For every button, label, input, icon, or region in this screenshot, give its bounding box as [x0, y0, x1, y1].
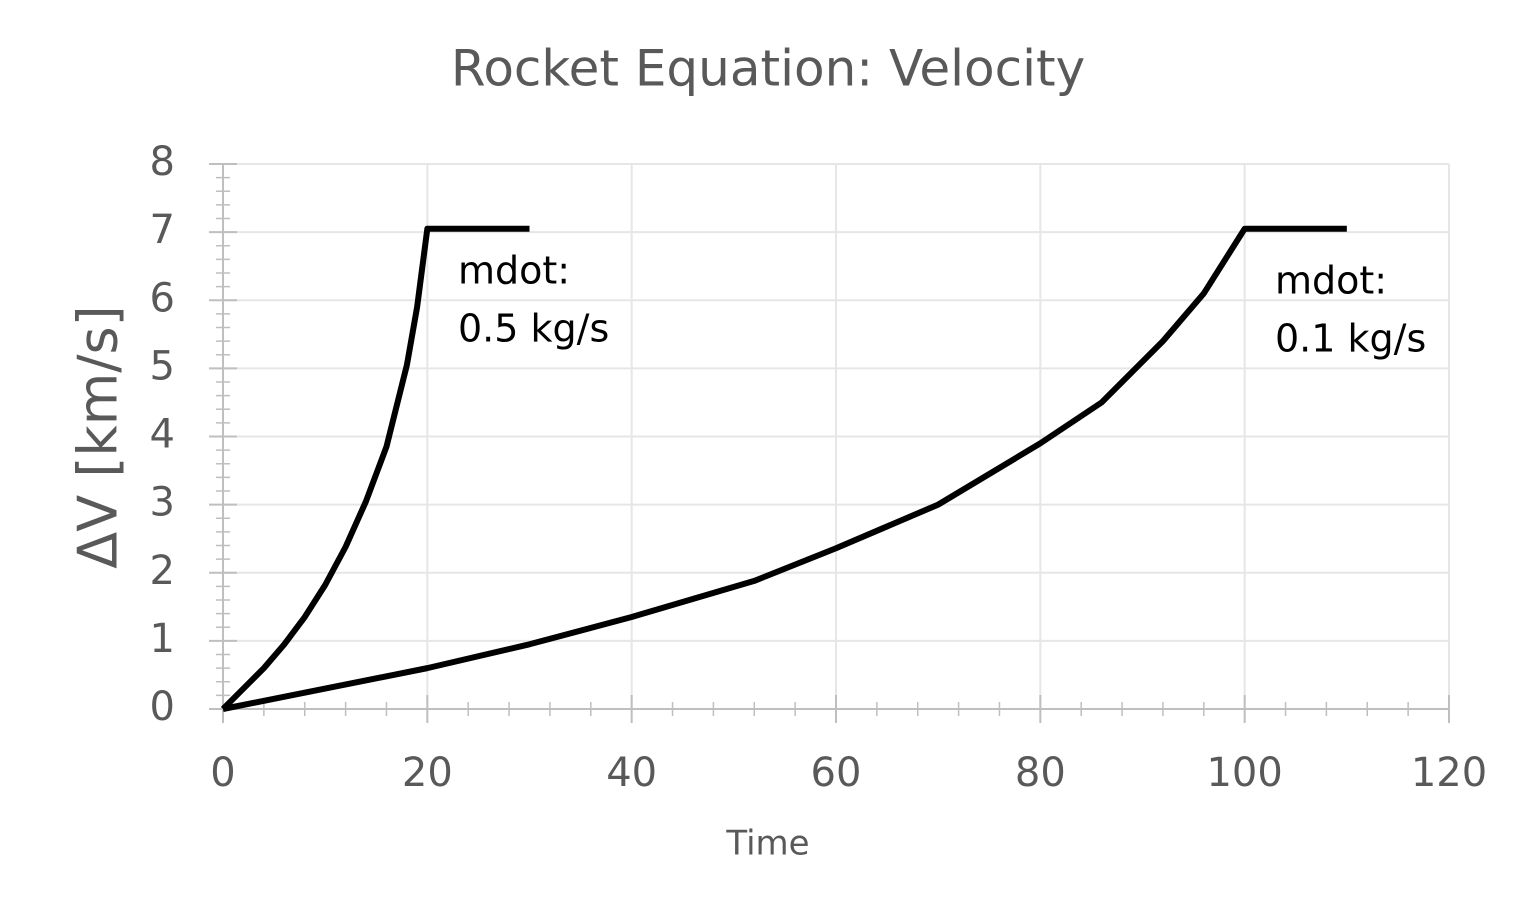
x-axis-label: Time — [725, 824, 809, 864]
x-tick-label: 20 — [402, 750, 453, 796]
y-tick-label: 0 — [150, 684, 175, 730]
x-tick-label: 80 — [1015, 750, 1066, 796]
annotation: 0.5 kg/s — [458, 307, 609, 351]
x-tick-label: 100 — [1206, 750, 1282, 796]
series-line — [220, 225, 530, 712]
annotation: mdot: — [1275, 259, 1387, 303]
y-tick-label: 6 — [150, 275, 175, 321]
x-tick-label: 60 — [811, 750, 862, 796]
x-tick-label: 120 — [1411, 750, 1487, 796]
y-tick-label: 4 — [150, 412, 175, 458]
y-tick-label: 7 — [150, 207, 175, 253]
y-tick-label: 1 — [150, 616, 175, 662]
x-tick-label: 0 — [210, 750, 235, 796]
y-tick-label: 3 — [150, 480, 175, 526]
chart-title: Rocket Equation: Velocity — [451, 40, 1085, 98]
annotation: mdot: — [458, 249, 570, 293]
y-tick-label: 2 — [150, 548, 175, 594]
series-line — [222, 225, 1347, 712]
y-axis-label: ΔV [km/s] — [67, 305, 130, 568]
y-tick-label: 5 — [150, 343, 175, 389]
x-tick-label: 40 — [606, 750, 657, 796]
y-tick-label: 8 — [150, 139, 175, 185]
annotation: 0.1 kg/s — [1275, 317, 1426, 361]
